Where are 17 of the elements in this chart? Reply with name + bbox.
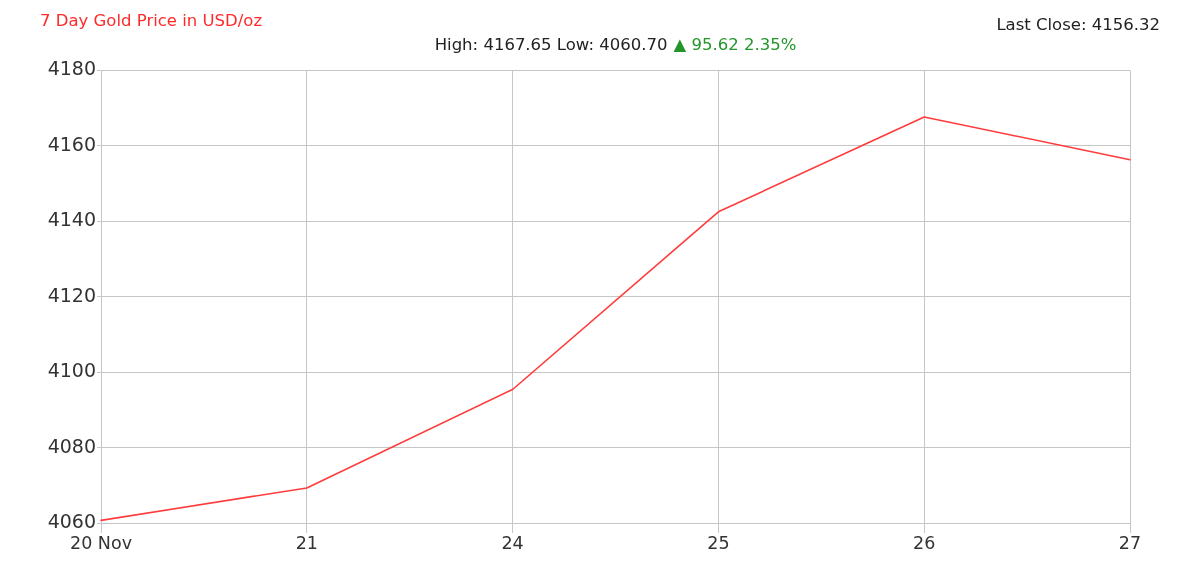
- x-tick-label: 21: [295, 533, 318, 554]
- y-tick-label: 4080: [47, 434, 96, 457]
- text: ▲ 95.62 2.35%: [673, 35, 797, 54]
- x-tick-label: 24: [501, 533, 524, 554]
- x-tick-label: 25: [707, 533, 730, 554]
- y-tick-label: 4160: [47, 132, 96, 155]
- text: Last Close: 4156.32: [996, 15, 1160, 34]
- y-tick-label: 4140: [47, 208, 96, 231]
- x-tick-label: 26: [913, 533, 936, 554]
- x-tick-label: 20 Nov: [70, 533, 132, 554]
- y-tick-label: 4100: [47, 359, 96, 382]
- y-tick-label: 4180: [47, 57, 96, 80]
- x-tick-label: 27: [1118, 533, 1142, 554]
- chart-subtitle: High: 4167.65 Low: 4060.70: [434, 35, 668, 54]
- chart-title: 7 Day Gold Price in USD/oz: [40, 11, 263, 30]
- y-tick-label: 4120: [47, 283, 96, 306]
- y-tick-label: 4060: [47, 509, 96, 532]
